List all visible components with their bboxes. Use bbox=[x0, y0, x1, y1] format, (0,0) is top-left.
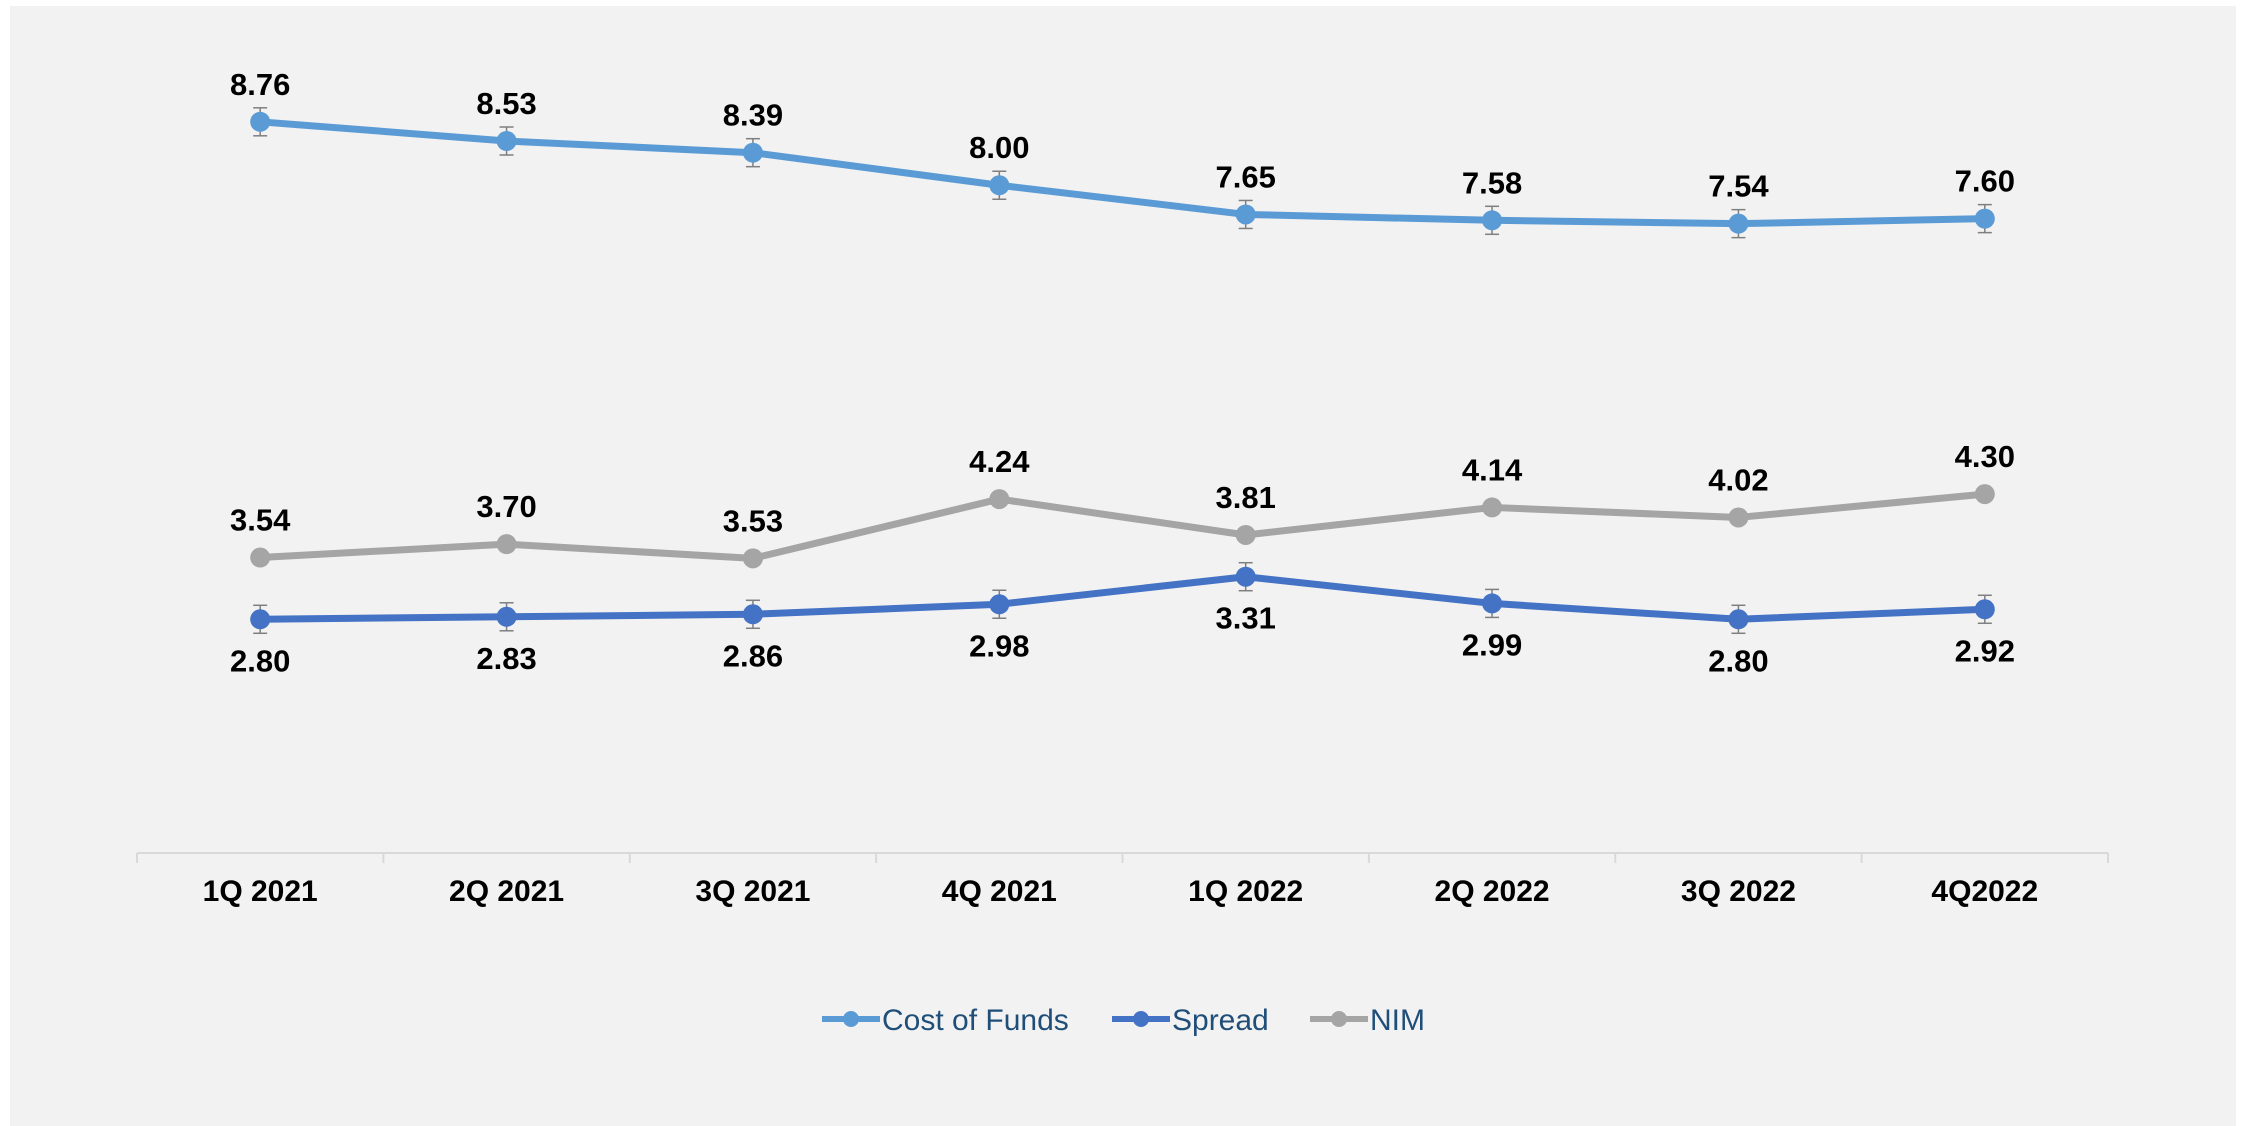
data-label: 4.30 bbox=[1955, 439, 2015, 474]
data-label: 2.80 bbox=[230, 643, 290, 678]
data-label: 4.14 bbox=[1462, 452, 1523, 487]
data-label: 2.92 bbox=[1955, 633, 2015, 668]
data-label: 2.98 bbox=[969, 628, 1029, 663]
data-label: 2.83 bbox=[476, 641, 536, 676]
x-tick-label: 1Q 2021 bbox=[203, 875, 318, 908]
data-labels: 3.54 3.70 3.53 4.24 3.81 4.14 4.02 4.30 2.80 2.83… bbox=[230, 67, 2015, 678]
data-point bbox=[1235, 204, 1256, 225]
data-point bbox=[1482, 210, 1503, 231]
legend-item-spread: Spread bbox=[1112, 1004, 1269, 1037]
data-point bbox=[1728, 507, 1749, 528]
data-point bbox=[742, 604, 763, 625]
series-line bbox=[256, 490, 1989, 562]
x-tick-label: 4Q2022 bbox=[1931, 875, 2038, 908]
data-label: 2.99 bbox=[1462, 627, 1522, 662]
legend-marker bbox=[843, 1011, 859, 1027]
legend: Cost of Funds Spread NIM bbox=[822, 1004, 1425, 1037]
series-cost-of-funds bbox=[250, 107, 1995, 239]
x-tick-label: 3Q 2022 bbox=[1681, 875, 1796, 908]
series-spread bbox=[250, 561, 1995, 635]
data-label: 7.65 bbox=[1216, 159, 1276, 194]
data-point bbox=[496, 534, 517, 555]
data-label: 8.53 bbox=[476, 86, 536, 121]
legend-label: Spread bbox=[1172, 1004, 1269, 1037]
x-tick-label: 3Q 2021 bbox=[695, 875, 810, 908]
x-tick-label: 4Q 2021 bbox=[942, 875, 1057, 908]
legend-label: Cost of Funds bbox=[882, 1004, 1069, 1037]
data-point bbox=[496, 606, 517, 627]
data-point bbox=[1974, 208, 1995, 229]
data-label: 4.02 bbox=[1708, 462, 1768, 497]
x-axis: 1Q 2021 2Q 2021 3Q 2021 4Q 2021 1Q 2022 2Q 20… bbox=[136, 852, 2109, 908]
series-layer bbox=[250, 107, 1995, 635]
data-label: 4.24 bbox=[969, 444, 1030, 479]
legend-marker bbox=[1133, 1011, 1149, 1027]
data-point bbox=[742, 142, 763, 163]
data-label: 7.60 bbox=[1955, 164, 2015, 199]
series-line bbox=[256, 573, 1989, 623]
data-point bbox=[1728, 609, 1749, 630]
data-label: 7.58 bbox=[1462, 165, 1522, 200]
series-nim bbox=[250, 484, 1995, 569]
data-point bbox=[989, 175, 1010, 196]
data-point bbox=[1482, 593, 1503, 614]
legend-label: NIM bbox=[1370, 1004, 1425, 1037]
data-label: 8.00 bbox=[969, 130, 1029, 165]
data-point bbox=[1974, 599, 1995, 620]
data-point bbox=[250, 111, 271, 132]
series-line bbox=[256, 118, 1989, 228]
legend-marker bbox=[1331, 1011, 1347, 1027]
data-point bbox=[1235, 566, 1256, 587]
data-point bbox=[1974, 484, 1995, 505]
data-label: 7.54 bbox=[1708, 169, 1769, 204]
chart-area bbox=[10, 6, 2236, 1126]
data-point bbox=[989, 594, 1010, 615]
data-label: 3.54 bbox=[230, 503, 291, 538]
data-label: 2.86 bbox=[723, 638, 783, 673]
x-tick-label: 2Q 2021 bbox=[449, 875, 564, 908]
x-tick-label: 1Q 2022 bbox=[1188, 875, 1303, 908]
data-point bbox=[1235, 524, 1256, 545]
data-label: 3.70 bbox=[476, 489, 536, 524]
data-point bbox=[989, 489, 1010, 510]
data-point bbox=[742, 548, 763, 569]
data-label: 3.31 bbox=[1216, 601, 1276, 636]
data-label: 3.53 bbox=[723, 503, 783, 538]
x-tick-label: 2Q 2022 bbox=[1435, 875, 1550, 908]
data-label: 8.76 bbox=[230, 67, 290, 102]
data-label: 2.80 bbox=[1708, 643, 1768, 678]
data-point bbox=[1728, 213, 1749, 234]
data-label: 8.39 bbox=[723, 98, 783, 133]
data-label: 3.81 bbox=[1216, 480, 1276, 515]
legend-item-cost-of-funds: Cost of Funds bbox=[822, 1004, 1069, 1037]
data-point bbox=[250, 609, 271, 630]
data-point bbox=[1482, 497, 1503, 518]
data-point bbox=[496, 131, 517, 152]
legend-item-nim: NIM bbox=[1310, 1004, 1425, 1037]
data-point bbox=[250, 547, 271, 568]
